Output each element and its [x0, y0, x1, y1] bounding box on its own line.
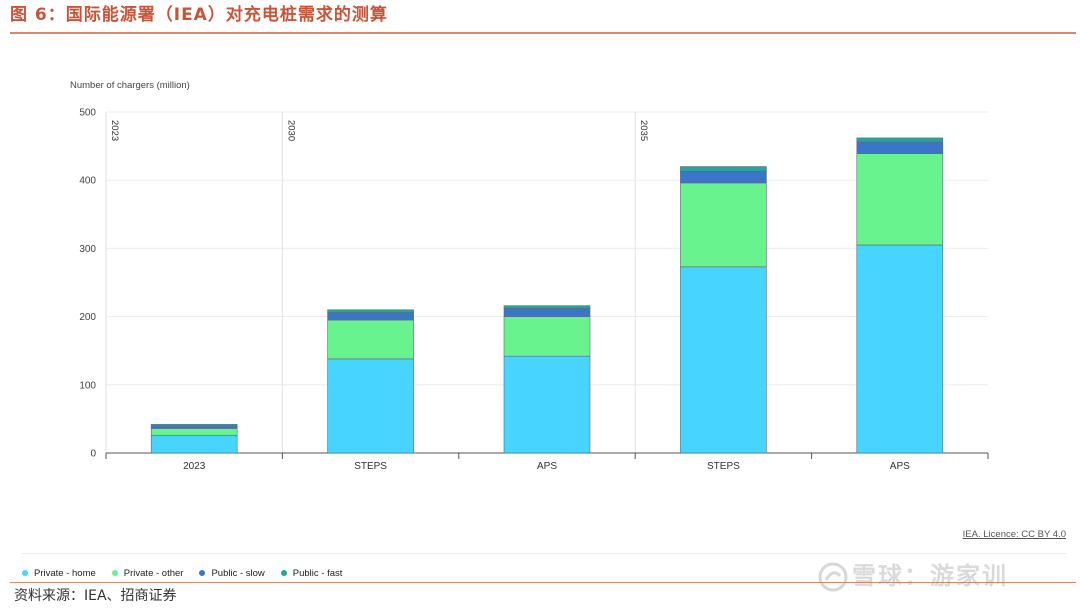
- legend-item[interactable]: Private - other: [111, 567, 184, 579]
- footer-divider: [10, 582, 1076, 583]
- legend-swatch-icon: [111, 570, 118, 576]
- bar-segment: [856, 137, 944, 143]
- legend-swatch-icon: [199, 570, 206, 576]
- watermark-text: 雪球：游家训: [852, 562, 1008, 590]
- bar-segment: [150, 428, 238, 436]
- bar-segment: [327, 319, 414, 360]
- bar-segment: [503, 355, 591, 454]
- x-tick-label: STEPS: [707, 461, 740, 472]
- x-tick-label: APS: [537, 461, 557, 472]
- legend-label: Public - slow: [211, 567, 265, 579]
- legend-swatch-icon: [280, 570, 287, 576]
- y-tick-label: 100: [79, 380, 96, 391]
- x-tick-label: STEPS: [354, 461, 387, 472]
- bar-segment: [327, 312, 414, 321]
- bar-segment: [680, 171, 767, 184]
- legend-item[interactable]: Public - fast: [280, 567, 343, 579]
- title-divider: [10, 32, 1076, 34]
- bar-segment: [503, 305, 591, 309]
- y-tick-label: 0: [90, 449, 96, 460]
- watermark: 雪球：游家训: [818, 559, 1008, 593]
- bar-segment: [680, 182, 767, 268]
- legend-label: Public - fast: [292, 567, 343, 579]
- y-tick-label: 300: [79, 244, 96, 255]
- legend-divider: [22, 553, 1066, 554]
- legend-item[interactable]: Public - slow: [199, 567, 265, 579]
- bar-segment: [680, 166, 767, 172]
- y-tick-label: 500: [79, 108, 96, 119]
- legend-label: Private - other: [123, 567, 184, 579]
- bar-segment: [150, 425, 238, 429]
- bar-segment: [503, 308, 591, 317]
- y-tick-label: 200: [79, 312, 96, 323]
- group-label: 2035: [638, 120, 649, 141]
- bar-segment: [503, 316, 591, 357]
- y-tick-label: 400: [79, 176, 96, 187]
- bar-segment: [856, 141, 944, 154]
- bar-segment: [150, 434, 238, 454]
- licence-link[interactable]: IEA. Licence: CC BY 4.0: [962, 529, 1066, 540]
- chart-legend: Private - home Private - other Public - sl…: [22, 565, 342, 581]
- stacked-bar-chart: Number of chargers (million) 0 100 200 300 40…: [70, 80, 989, 472]
- y-axis-label: Number of chargers (million): [70, 80, 190, 91]
- bar-segment: [680, 266, 767, 454]
- bar-segment: [327, 309, 414, 313]
- group-label: 2030: [285, 120, 296, 141]
- bar-segment: [856, 153, 944, 246]
- bar-segment: [856, 244, 944, 454]
- group-label: 2023: [109, 120, 120, 141]
- bar-segment: [327, 358, 414, 454]
- x-tick-label: 2023: [183, 461, 206, 472]
- bar-segment: [150, 424, 238, 427]
- figure-title: 图 6：国际能源署（IEA）对充电桩需求的测算: [10, 5, 388, 25]
- x-tick-label: APS: [890, 461, 910, 472]
- legend-item[interactable]: Private - home: [22, 568, 96, 579]
- source-note: 资料来源：IEA、招商证券: [14, 588, 177, 604]
- legend-label: Private - home: [34, 567, 96, 579]
- snowball-logo-icon: [818, 562, 848, 592]
- legend-swatch-icon: [22, 570, 28, 576]
